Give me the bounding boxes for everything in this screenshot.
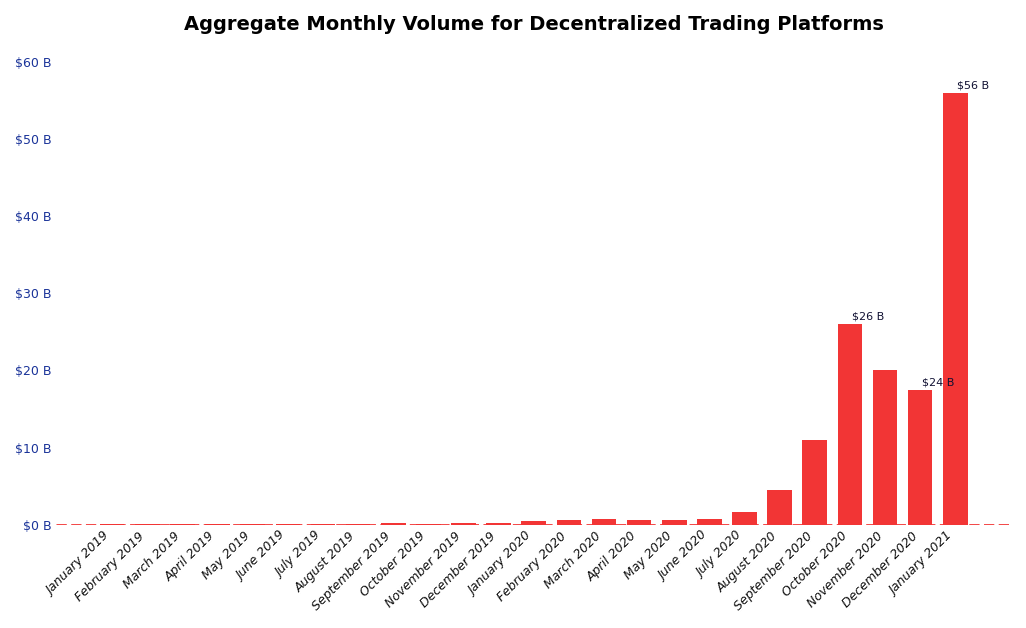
Bar <box>417 524 440 525</box>
Bar <box>276 524 301 525</box>
Bar <box>662 520 686 525</box>
Bar <box>486 523 511 525</box>
Bar <box>733 512 757 525</box>
Bar <box>943 93 968 525</box>
Bar <box>767 490 792 525</box>
Bar <box>627 520 652 525</box>
Title: Aggregate Monthly Volume for Decentralized Trading Platforms: Aggregate Monthly Volume for Decentraliz… <box>184 15 883 34</box>
Text: $56 B: $56 B <box>957 80 989 90</box>
Bar <box>346 524 370 525</box>
Bar <box>873 371 898 525</box>
Bar <box>451 523 476 525</box>
Bar <box>908 390 933 525</box>
Bar <box>802 440 827 525</box>
Text: $24 B: $24 B <box>922 377 954 387</box>
Bar <box>556 520 581 525</box>
Bar <box>837 324 862 525</box>
Bar <box>592 519 617 525</box>
Text: $26 B: $26 B <box>852 312 884 322</box>
Bar <box>521 521 546 525</box>
Bar <box>381 523 405 525</box>
Bar <box>697 519 721 525</box>
Bar <box>311 524 336 525</box>
